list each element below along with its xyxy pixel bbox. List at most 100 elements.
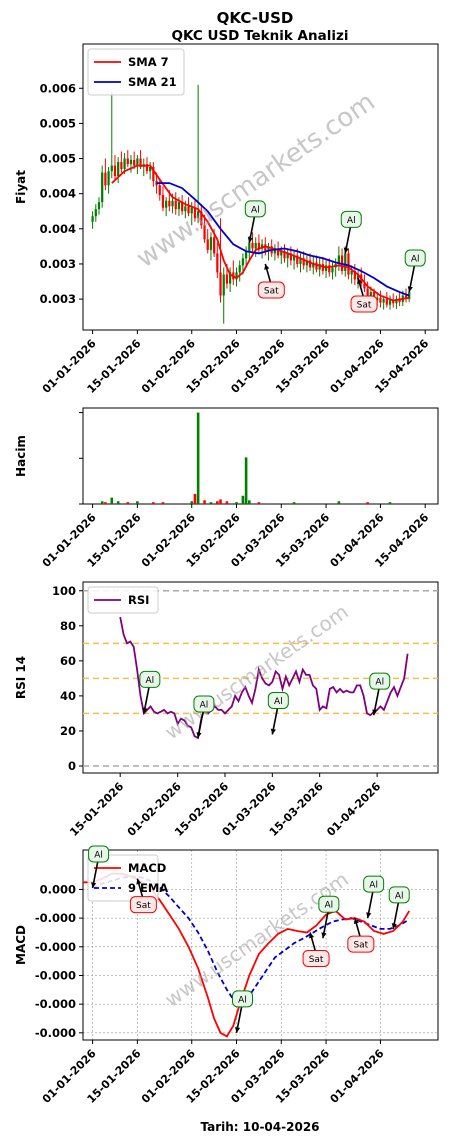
- y-tick-label: 60: [60, 654, 76, 668]
- signal-arrowhead: [407, 286, 413, 293]
- candle-body: [276, 248, 280, 256]
- signal-arrowhead: [321, 932, 327, 939]
- candle-body: [388, 300, 392, 305]
- buy-signal-box: [388, 886, 410, 904]
- date-footer: Tarih: 10-04-2026: [200, 1120, 319, 1134]
- candle-body: [225, 274, 229, 284]
- series-line-sma-7: [111, 164, 410, 302]
- candle-body: [408, 292, 411, 300]
- candle-body: [152, 166, 155, 182]
- candle-body: [395, 299, 398, 304]
- candle-body: [129, 159, 133, 165]
- y-tick-label: 0.005: [40, 116, 76, 130]
- candle-body: [190, 207, 193, 214]
- signal-arrowhead: [366, 912, 372, 919]
- x-tick-label: 15-01-2026: [67, 780, 126, 839]
- buy-signal-label: Al: [238, 995, 247, 1005]
- candle-body: [101, 172, 104, 203]
- signal-arrowhead: [136, 878, 142, 885]
- candle-body: [379, 297, 382, 303]
- candle-body: [133, 159, 136, 166]
- chart-panels: 0.003 0.003 0.004 0.004 0.005 0.005 0.006 01-01…: [14, 43, 439, 1106]
- y-axis-label: RSI 14: [14, 656, 28, 699]
- series-line-rsi: [119, 616, 409, 740]
- candle-body: [187, 206, 190, 214]
- volume-bar: [193, 493, 197, 504]
- candle-body: [308, 260, 312, 268]
- buy-signal-label: Al: [375, 678, 384, 688]
- buy-signal-box: [404, 249, 426, 267]
- candle-body: [267, 246, 270, 252]
- y-tick-label: -0.000: [35, 911, 76, 925]
- sell-signal-box: [350, 295, 378, 313]
- volume-bar: [203, 500, 206, 504]
- candle-body: [117, 162, 120, 177]
- y-tick-label: -0.000: [35, 1026, 76, 1040]
- candle-body: [94, 209, 97, 217]
- plot-frame: [82, 581, 439, 774]
- plot-frame: [82, 407, 439, 505]
- volume-bar: [161, 502, 165, 504]
- sell-signal-label: Sat: [353, 941, 368, 951]
- candle-body: [139, 158, 142, 167]
- volume-panel: 01-01-202615-01-202601-02-202615-02-2026…: [14, 407, 439, 570]
- y-axis-label: MACD: [14, 925, 28, 965]
- candle-body: [126, 158, 129, 165]
- candle-body: [264, 244, 267, 252]
- candle-body: [382, 299, 385, 303]
- signal-arrowhead: [247, 237, 253, 243]
- signal-arrowhead: [196, 732, 202, 738]
- candle-body: [257, 242, 261, 249]
- candle-body: [350, 270, 353, 275]
- sell-signal-box: [257, 281, 285, 299]
- candle-body: [366, 288, 369, 296]
- figure-subtitle: QKC USD Teknik Analizi: [172, 28, 349, 44]
- volume-bar: [241, 495, 245, 504]
- candle-body: [213, 237, 216, 254]
- buy-signal-label: Al: [274, 697, 283, 707]
- volume-bar: [116, 501, 120, 504]
- signal-arrowhead: [372, 709, 378, 716]
- y-tick-label: 100: [52, 584, 76, 598]
- candle-body: [344, 253, 347, 271]
- y-tick-label: -0.000: [35, 968, 76, 982]
- candle-body: [260, 244, 264, 249]
- candle-body: [353, 270, 356, 280]
- candle-body: [283, 251, 286, 259]
- buy-signal-label: Al: [94, 851, 103, 861]
- candle-body: [254, 242, 257, 249]
- y-tick-label: 0.004: [40, 222, 76, 236]
- candle-body: [110, 165, 113, 172]
- buy-signal-box: [232, 990, 254, 1008]
- candle-body: [97, 202, 101, 210]
- candle-body: [161, 195, 165, 208]
- sell-signal-label: Sat: [309, 955, 324, 965]
- volume-bar: [100, 501, 104, 504]
- macd-panel: 0.000-0.000-0.000-0.000-0.000-0.00001-01…: [14, 845, 439, 1106]
- buy-signal-box: [244, 200, 266, 218]
- volume-bar: [196, 412, 200, 504]
- candle-body: [241, 258, 245, 266]
- candle-body: [222, 274, 225, 296]
- volume-bar: [110, 497, 114, 504]
- volume-bar: [209, 502, 213, 504]
- candle-body: [209, 237, 213, 250]
- buy-signal-box: [363, 875, 385, 893]
- buy-signal-label: Al: [347, 216, 356, 226]
- legend-label: RSI: [128, 593, 149, 607]
- buy-signal-label: Al: [369, 881, 378, 891]
- candle-body: [312, 262, 315, 268]
- buy-signal-box: [139, 670, 161, 688]
- watermark: www.uscmarkets.com: [160, 599, 352, 744]
- volume-bar: [126, 502, 130, 504]
- sell-signal-box: [302, 949, 330, 967]
- legend-label: 9 EMA: [128, 881, 168, 895]
- candle-body: [177, 202, 181, 210]
- candle-body: [181, 202, 184, 212]
- volume-bar: [235, 502, 238, 504]
- volume-bar: [244, 457, 248, 504]
- y-axis-label: Fiyat: [14, 170, 28, 204]
- buy-signal-label: Al: [325, 901, 334, 911]
- price-panel: 0.0030.0030.0040.0040.0050.0050.00601-01…: [14, 43, 439, 396]
- candle-body: [404, 295, 408, 300]
